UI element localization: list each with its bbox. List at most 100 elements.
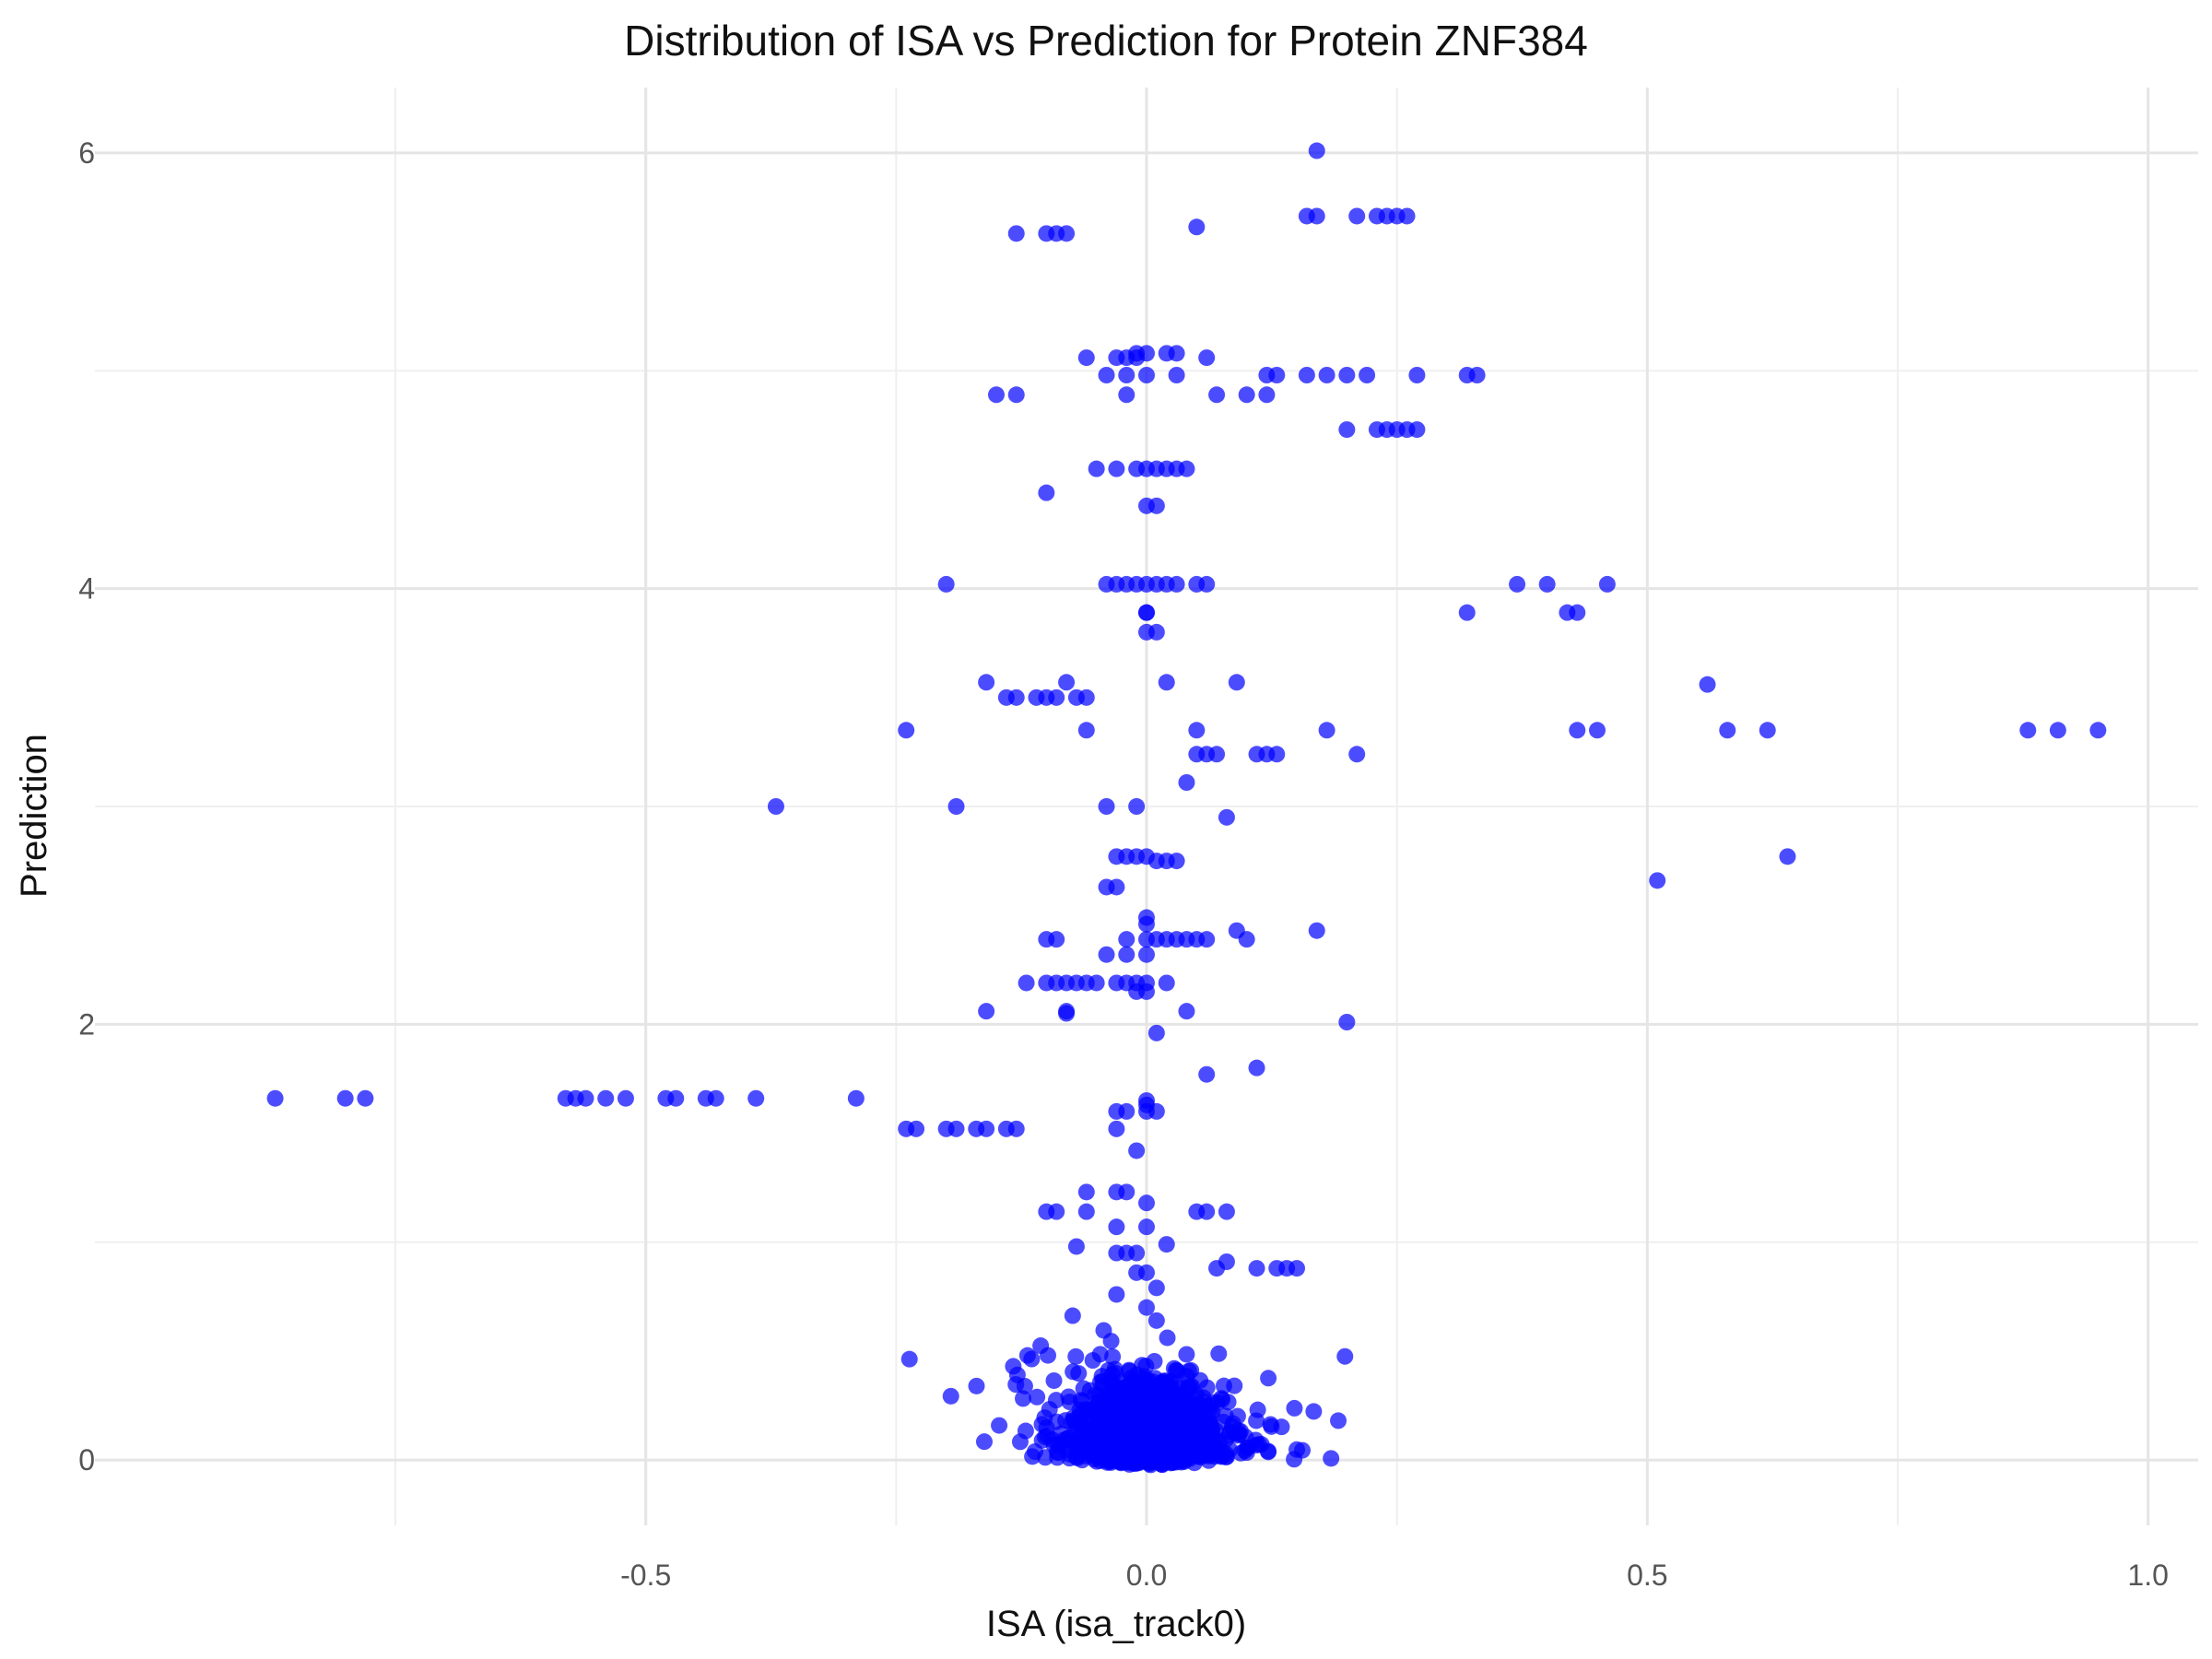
data-point-cluster [1217, 1407, 1234, 1425]
data-point [1007, 688, 1025, 706]
data-point-cluster [1323, 1450, 1340, 1467]
data-point-cluster [1015, 1390, 1032, 1407]
data-point [1018, 974, 1035, 992]
data-point-cluster [1049, 1449, 1066, 1466]
data-point-cluster [1023, 1350, 1041, 1368]
data-point [1348, 207, 1366, 225]
data-point [1077, 722, 1095, 739]
data-point [908, 1120, 925, 1137]
data-point [1138, 1194, 1155, 1212]
data-point [1077, 1203, 1095, 1220]
data-point-cluster [1286, 1399, 1303, 1417]
data-point-cluster [900, 1350, 918, 1368]
data-point [847, 1089, 865, 1107]
data-point [1038, 931, 1055, 948]
data-point-cluster [1182, 1378, 1200, 1395]
data-point [1138, 982, 1155, 1000]
data-point-cluster [1165, 1359, 1182, 1377]
data-point [1118, 367, 1135, 383]
x-tick-label: -0.5 [620, 1559, 671, 1592]
data-point [1007, 225, 1025, 242]
data-point [947, 1120, 965, 1137]
data-point [1238, 931, 1255, 948]
data-point [1088, 974, 1105, 992]
data-point [1268, 367, 1286, 383]
data-point-cluster [1032, 1337, 1050, 1355]
data-point [1338, 367, 1356, 383]
data-point [1408, 421, 1426, 439]
data-point-cluster [1087, 1386, 1104, 1404]
data-point-cluster [1157, 1372, 1174, 1390]
data-point-cluster [1047, 1392, 1065, 1409]
data-point [1098, 367, 1115, 383]
data-point [1147, 1102, 1165, 1120]
data-point-cluster [1036, 1429, 1053, 1446]
data-point-cluster [1067, 1347, 1085, 1365]
data-point [1338, 1014, 1356, 1030]
data-point [1569, 722, 1586, 739]
data-point-cluster [1249, 1401, 1266, 1418]
data-point [1058, 225, 1076, 242]
data-point [1308, 922, 1325, 939]
data-point [1118, 946, 1135, 963]
data-point-cluster [975, 1433, 993, 1451]
data-point [1118, 1102, 1135, 1120]
data-point-cluster [1159, 1443, 1176, 1461]
data-point-cluster [1161, 1406, 1179, 1423]
data-point [2089, 722, 2107, 739]
data-point-cluster [1211, 1433, 1229, 1451]
data-point [1238, 386, 1255, 404]
data-point [1048, 688, 1065, 706]
data-point [1188, 722, 1206, 739]
data-point [1138, 1299, 1155, 1316]
data-point [1178, 774, 1195, 791]
data-point [1308, 207, 1325, 225]
data-point [1038, 484, 1055, 501]
data-point-cluster [1193, 1415, 1210, 1432]
data-point [1118, 931, 1135, 948]
data-point [1208, 386, 1226, 404]
data-point [1218, 1253, 1235, 1270]
data-point [1118, 386, 1135, 404]
data-point [1108, 1286, 1125, 1303]
data-point [1318, 722, 1335, 739]
data-point [1168, 853, 1185, 870]
data-point [1359, 367, 1376, 383]
data-point [1248, 1059, 1265, 1077]
data-point [1108, 460, 1125, 477]
data-point [1158, 1236, 1175, 1253]
data-point [1398, 207, 1416, 225]
data-point-cluster [1110, 1444, 1127, 1462]
data-point [1178, 1003, 1195, 1020]
data-point [1779, 848, 1796, 865]
data-point [1759, 722, 1776, 739]
data-point [1138, 1264, 1155, 1281]
data-point-cluster [1026, 1442, 1043, 1460]
data-point-cluster [1176, 1424, 1194, 1441]
data-point [1468, 367, 1486, 383]
data-point [597, 1089, 615, 1107]
data-point [1318, 367, 1335, 383]
data-point [1298, 367, 1315, 383]
data-point [1188, 218, 1206, 236]
data-point-cluster [1330, 1412, 1347, 1430]
data-point [1058, 674, 1076, 691]
data-point [1138, 1218, 1155, 1236]
data-point [978, 674, 995, 691]
data-point-cluster [1074, 1393, 1091, 1410]
data-point-cluster [1180, 1362, 1197, 1380]
data-point [1128, 798, 1146, 815]
data-point [1218, 808, 1235, 826]
data-point-cluster [1107, 1409, 1124, 1427]
data-point [1048, 1203, 1065, 1220]
data-point [1589, 722, 1606, 739]
data-point-cluster [1226, 1377, 1243, 1394]
points-layer [266, 142, 2107, 1474]
data-point [1077, 1183, 1095, 1201]
data-point [2049, 722, 2066, 739]
data-point [1128, 349, 1146, 367]
data-point [1147, 1312, 1165, 1329]
data-point [1147, 497, 1165, 514]
data-point-cluster [1138, 1409, 1156, 1427]
data-point [1198, 1065, 1216, 1083]
